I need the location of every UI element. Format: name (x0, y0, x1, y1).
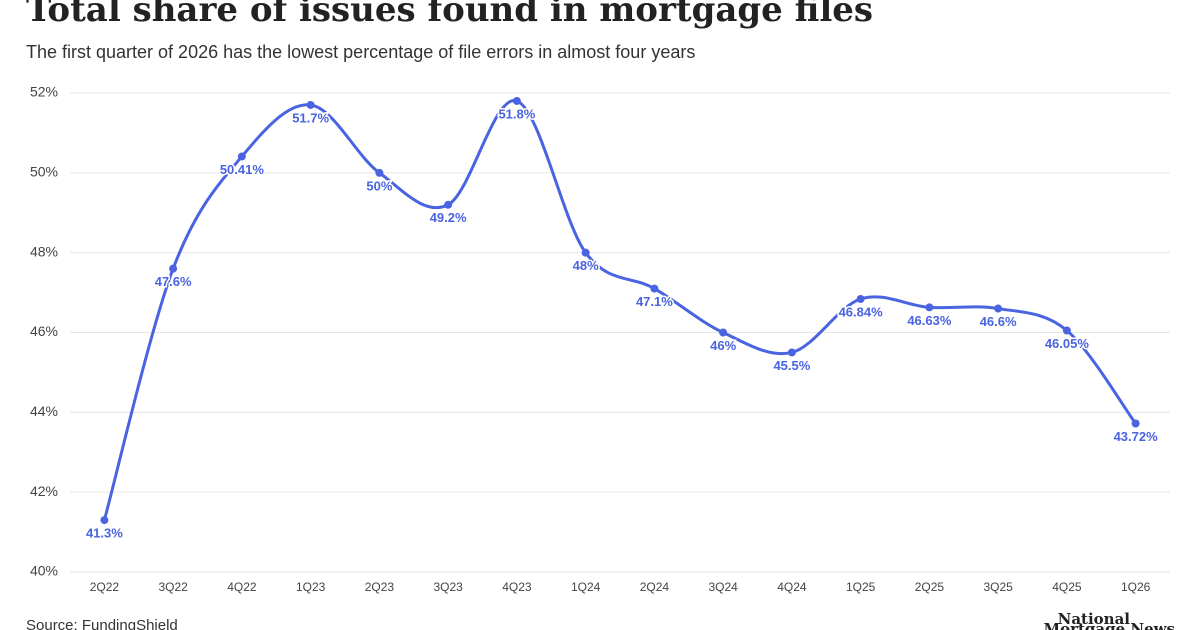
point (444, 200, 453, 209)
point (925, 303, 934, 312)
point (237, 152, 246, 161)
point (787, 348, 796, 357)
value-label: 45.5% (773, 358, 810, 373)
value-label: 50% (366, 178, 392, 193)
point (375, 168, 384, 177)
point (1131, 419, 1140, 428)
x-tick-label: 4Q24 (777, 580, 807, 594)
y-tick-label: 40% (30, 563, 58, 579)
x-tick-label: 2Q25 (915, 580, 945, 594)
value-label: 46.84% (839, 304, 884, 319)
value-label: 51.8% (498, 106, 535, 121)
x-tick-label: 2Q23 (365, 580, 395, 594)
value-label: 46.63% (907, 313, 952, 328)
value-label: 51.7% (292, 110, 329, 125)
y-tick-label: 42% (30, 483, 58, 499)
value-label: 46.05% (1045, 336, 1090, 351)
point (581, 248, 590, 257)
y-tick-label: 48% (30, 243, 58, 259)
x-tick-label: 1Q23 (296, 580, 326, 594)
y-tick-label: 50% (30, 164, 58, 180)
point (856, 294, 865, 303)
source: Source: FundingShield (26, 617, 178, 630)
y-tick-label: 44% (30, 403, 58, 419)
point (719, 328, 728, 337)
value-label: 48% (573, 258, 599, 273)
point (306, 100, 315, 109)
value-label: 50.41% (220, 162, 265, 177)
x-tick-label: 1Q25 (846, 580, 876, 594)
point (1062, 326, 1071, 335)
logo-line-1: National (1058, 610, 1131, 628)
value-label: 47.1% (636, 294, 673, 309)
point (512, 96, 521, 105)
x-tick-label: 4Q25 (1052, 580, 1082, 594)
x-tick-label: 1Q24 (571, 580, 601, 594)
x-tick-label: 3Q24 (708, 580, 738, 594)
point (650, 284, 659, 293)
y-tick-label: 52% (30, 84, 58, 100)
logo-line-2: Mortgage News (1043, 620, 1175, 630)
value-label: 43.72% (1114, 429, 1159, 444)
x-tick-label: 2Q24 (640, 580, 670, 594)
x-tick-label: 3Q25 (983, 580, 1013, 594)
value-label: 41.3% (86, 526, 123, 541)
chart-subtitle: The first quarter of 2026 has the lowest… (26, 42, 695, 62)
value-label: 46.6% (980, 314, 1017, 329)
x-tick-label: 1Q26 (1121, 580, 1151, 594)
point (169, 264, 178, 273)
x-tick-label: 4Q23 (502, 580, 532, 594)
y-tick-label: 46% (30, 323, 58, 339)
chart-title: Total share of issues found in mortgage … (26, 0, 873, 30)
point (100, 516, 109, 525)
value-label: 47.6% (155, 274, 192, 289)
value-label: 49.2% (430, 210, 467, 225)
x-tick-label: 3Q23 (433, 580, 463, 594)
x-tick-label: 3Q22 (158, 580, 188, 594)
value-label: 46% (710, 338, 736, 353)
point (994, 304, 1003, 313)
x-tick-label: 4Q22 (227, 580, 257, 594)
x-tick-label: 2Q22 (90, 580, 120, 594)
